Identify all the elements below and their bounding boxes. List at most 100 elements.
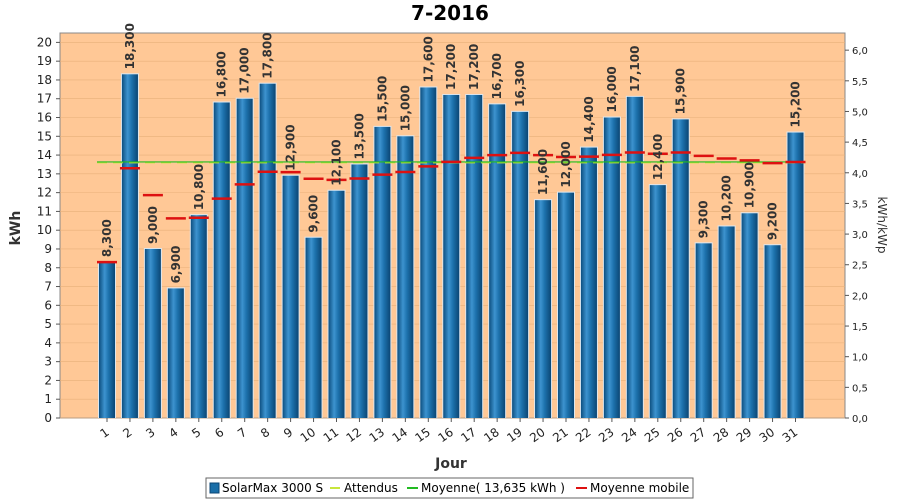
legend-box: [205, 477, 694, 499]
x-tick-label: 11: [321, 425, 342, 445]
data-label: 9,300: [697, 200, 711, 238]
x-tick-label: 10: [298, 425, 319, 445]
y-axis-label: kWh: [8, 211, 24, 246]
data-label: 12,900: [284, 124, 298, 170]
data-label: 9,000: [146, 206, 160, 244]
y-right-tick-label: 3,5: [852, 199, 868, 210]
bar: [466, 94, 483, 418]
y-tick-label: 6: [44, 298, 52, 312]
y-tick-label: 18: [37, 73, 52, 87]
legend-label-attendus: Attendus: [344, 481, 398, 495]
data-label: 17,600: [421, 36, 435, 82]
bar: [374, 126, 391, 418]
y-tick-label: 3: [44, 355, 52, 369]
y-right-axis-label: kWh/kWp: [875, 197, 889, 254]
data-label: 12,100: [330, 139, 344, 185]
x-tick-label: 14: [390, 425, 411, 445]
bar: [190, 215, 207, 418]
x-tick-label: 17: [458, 425, 479, 445]
y-right-tick-label: 3,0: [852, 230, 868, 241]
data-label: 10,900: [743, 162, 757, 208]
y-tick-label: 15: [37, 129, 52, 143]
x-tick-label: 18: [481, 425, 502, 445]
x-tick-label: 22: [573, 425, 594, 445]
y-right-tick-label: 1,5: [852, 322, 868, 333]
y-tick-label: 12: [37, 186, 52, 200]
y-tick-label: 5: [44, 317, 52, 331]
bar: [489, 104, 506, 419]
bar: [672, 119, 689, 418]
x-tick-label: 19: [504, 425, 525, 445]
y-right-tick-label: 5,0: [852, 107, 868, 118]
y-tick-label: 10: [37, 223, 52, 237]
bar: [764, 245, 781, 418]
data-label: 16,300: [513, 61, 527, 107]
data-label: 8,300: [100, 219, 114, 257]
data-label: 17,200: [444, 44, 458, 90]
data-label: 9,600: [307, 195, 321, 233]
y-right-tick-label: 4,5: [852, 138, 868, 149]
bar: [535, 200, 552, 418]
bars-group: [98, 73, 805, 419]
y-tick-label: 8: [44, 261, 52, 275]
bar: [512, 111, 529, 418]
x-tick-label: 8: [258, 425, 272, 441]
bar: [787, 132, 804, 418]
y-tick-label: 11: [37, 204, 52, 218]
bar: [397, 136, 414, 419]
data-label: 16,700: [490, 53, 504, 99]
x-tick-label: 15: [412, 425, 433, 445]
data-label: 15,200: [789, 81, 803, 127]
y-tick-label: 9: [44, 242, 52, 256]
y-tick-label: 1: [44, 392, 52, 406]
data-label: 14,400: [582, 96, 596, 142]
legend-swatch-solarmax: [209, 482, 220, 494]
y-tick-label: 13: [37, 167, 52, 181]
x-tick-label: 28: [711, 425, 732, 445]
x-tick-label: 21: [550, 425, 571, 445]
right-axis-ticks: 0,0 0,5 1,0 1,5 2,0 2,5 3,0 3,5 4,0 4,5 5,0 5,5 6,0: [845, 46, 868, 425]
data-label: 18,300: [123, 23, 137, 69]
bar: [328, 190, 345, 418]
data-label: 9,200: [766, 202, 780, 240]
x-tick-label: 13: [367, 425, 388, 445]
bar: [695, 243, 712, 418]
x-tick-label: 26: [665, 425, 686, 445]
data-labels-group: 8,300 18,300 9,000 6,900 10,800 16,800 17,000 1…: [100, 23, 803, 283]
data-label: 12,000: [559, 141, 573, 187]
bar: [558, 192, 574, 418]
bar: [351, 164, 368, 418]
x-axis-ticks: 1 2 3 4 5 6 7 8 9 10 11 12 13 14 15 16 17 18 19 20 21 22 23 24 2…: [97, 418, 800, 445]
bar: [282, 175, 299, 418]
y-right-tick-label: 6,0: [852, 46, 868, 57]
y-tick-label: 0: [44, 411, 52, 425]
bar: [718, 226, 735, 418]
legend-label-moyenne: Moyenne( 13,635 kWh ): [421, 481, 565, 495]
x-tick-label: 4: [166, 425, 180, 441]
bar: [443, 94, 460, 418]
bar: [603, 117, 620, 418]
data-label: 10,800: [192, 164, 206, 210]
x-tick-label: 30: [757, 425, 778, 445]
x-tick-label: 16: [435, 425, 456, 445]
data-label: 16,800: [215, 51, 229, 97]
data-label: 15,500: [375, 76, 389, 122]
bar: [420, 87, 437, 419]
x-tick-label: 12: [344, 425, 365, 445]
bar: [259, 83, 276, 419]
y-right-tick-label: 0,5: [852, 383, 868, 394]
x-tick-label: 31: [780, 425, 801, 445]
data-label: 17,100: [628, 46, 642, 92]
x-tick-label: 3: [143, 425, 157, 441]
data-label: 13,500: [352, 113, 366, 159]
y-tick-label: 16: [37, 111, 52, 125]
x-tick-label: 6: [212, 425, 226, 441]
x-tick-label: 1: [97, 425, 111, 441]
y-tick-label: 4: [44, 336, 52, 350]
y-tick-label: 14: [37, 148, 52, 162]
bar: [305, 237, 322, 418]
x-tick-label: 24: [619, 425, 640, 445]
y-tick-label: 19: [37, 54, 52, 68]
y-tick-label: 7: [44, 280, 52, 294]
